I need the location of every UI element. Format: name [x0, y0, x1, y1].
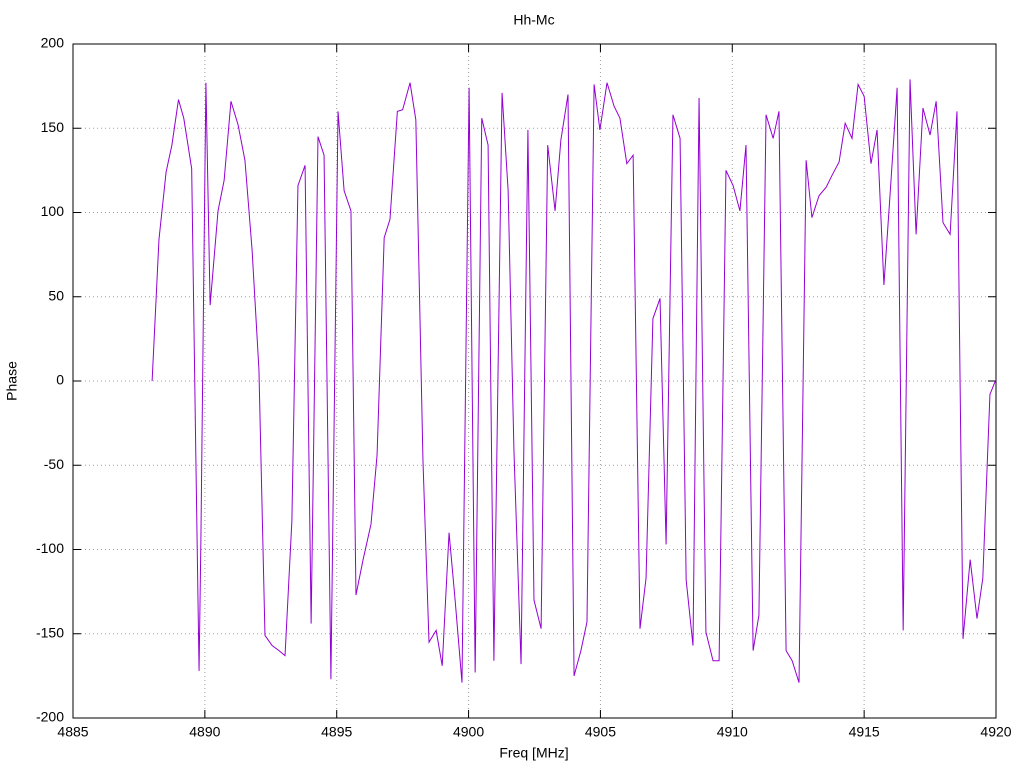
y-tick-label: -100	[36, 540, 64, 556]
y-tick-label: -50	[44, 456, 64, 472]
y-tick-label: 100	[41, 203, 65, 219]
x-tick-label: 4920	[980, 724, 1011, 740]
y-tick-label: 150	[41, 119, 65, 135]
y-tick-label: 200	[41, 35, 65, 51]
y-tick-label: -200	[36, 709, 64, 725]
y-tick-label: 50	[48, 287, 64, 303]
x-tick-label: 4885	[57, 724, 88, 740]
y-axis-label: Phase	[4, 361, 20, 401]
x-tick-label: 4910	[717, 724, 748, 740]
x-tick-label: 4905	[585, 724, 616, 740]
plot-frame	[72, 43, 997, 719]
y-tick-label: 0	[56, 372, 64, 388]
x-tick-label: 4915	[849, 724, 880, 740]
chart-title: Hh-Mc	[513, 12, 554, 28]
x-tick-label: 4890	[189, 724, 220, 740]
data-line	[151, 79, 997, 683]
x-tick-label: 4895	[321, 724, 352, 740]
x-tick-label: 4900	[453, 724, 484, 740]
y-tick-label: -150	[36, 624, 64, 640]
x-axis-label: Freq [MHz]	[499, 745, 568, 761]
